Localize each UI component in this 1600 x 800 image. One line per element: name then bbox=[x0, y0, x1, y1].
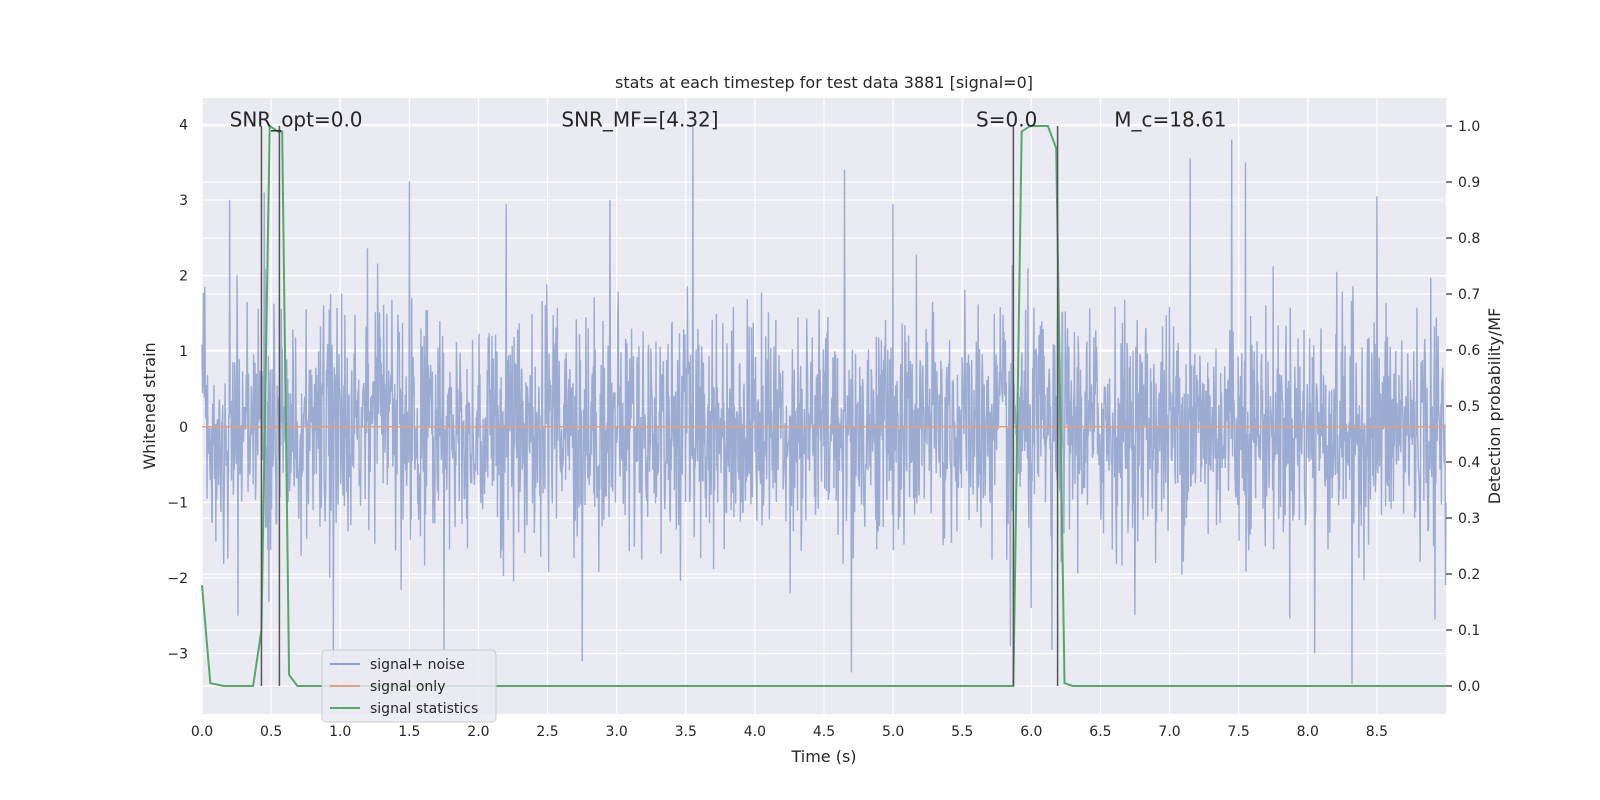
x-tick-label: 5.0 bbox=[882, 724, 904, 740]
legend-label: signal only bbox=[370, 679, 445, 695]
x-tick-label: 8.5 bbox=[1366, 724, 1388, 740]
x-tick-label: 3.5 bbox=[675, 724, 697, 740]
signal-noise-line bbox=[201, 124, 1447, 684]
x-tick-label: 6.0 bbox=[1020, 724, 1042, 740]
annotation-text: M_c=18.61 bbox=[1114, 107, 1226, 131]
axes: 0.0 0.5 1.0 1.5 2.0 2.5 3.0 3.5 4.0 4.5 5.0 5.5 6.0 6… bbox=[167, 117, 1480, 740]
y-tick-label: 3 bbox=[179, 193, 188, 209]
x-tick-label: 7.0 bbox=[1158, 724, 1180, 740]
y2-tick-label: 0.6 bbox=[1458, 343, 1480, 359]
annotation-text: S=0.0 bbox=[976, 107, 1037, 131]
y-tick-label: −2 bbox=[167, 571, 188, 587]
legend-box bbox=[321, 649, 497, 723]
x-tick-label: 5.5 bbox=[951, 724, 973, 740]
y-tick-label: 2 bbox=[179, 269, 188, 285]
x-tick-label: 2.0 bbox=[467, 724, 489, 740]
annotation-text: SNR_MF=[4.32] bbox=[561, 107, 718, 131]
y2-tick-label: 0.4 bbox=[1458, 455, 1480, 471]
annotation-text: SNR_opt=0.0 bbox=[230, 107, 363, 131]
y2-axis-label: Detection probability/MF bbox=[1485, 308, 1504, 505]
vertical-markers bbox=[260, 126, 1059, 686]
x-tick-label: 7.5 bbox=[1228, 724, 1250, 740]
x-tick-label: 1.0 bbox=[329, 724, 351, 740]
x-axis-label: Time (s) bbox=[790, 747, 856, 766]
y2-tick-label: 0.1 bbox=[1458, 623, 1480, 639]
x-tick-label: 3.0 bbox=[606, 724, 628, 740]
x-tick-label: 4.5 bbox=[813, 724, 835, 740]
x-tick-label: 6.5 bbox=[1089, 724, 1111, 740]
y2-tick-label: 0.8 bbox=[1458, 231, 1480, 247]
y2-tick-label: 0.0 bbox=[1458, 679, 1480, 695]
legend-label: signal statistics bbox=[370, 701, 478, 717]
annotations: SNR_opt=0.0 SNR_MF=[4.32] S=0.0 M_c=18.61 bbox=[230, 107, 1227, 131]
x-tick-label: 0.0 bbox=[191, 724, 213, 740]
legend: signal+ noise signal only signal statistic… bbox=[321, 649, 497, 723]
x-tick-label: 8.0 bbox=[1297, 724, 1319, 740]
y2-tick-label: 0.3 bbox=[1458, 511, 1480, 527]
x-tick-label: 1.5 bbox=[398, 724, 420, 740]
y2-tick-label: 0.7 bbox=[1458, 287, 1480, 303]
x-tick-label: 2.5 bbox=[536, 724, 558, 740]
y2-tick-label: 0.9 bbox=[1458, 175, 1480, 191]
y2-tick-label: 0.2 bbox=[1458, 567, 1480, 583]
y-tick-label: 1 bbox=[179, 344, 188, 360]
y2-tick-label: 1.0 bbox=[1458, 119, 1480, 135]
y-tick-label: −3 bbox=[167, 647, 188, 663]
x-tick-label: 0.5 bbox=[260, 724, 282, 740]
y-axis-label: Whitened strain bbox=[140, 342, 159, 469]
legend-label: signal+ noise bbox=[370, 657, 465, 673]
y2-tick-label: 0.5 bbox=[1458, 399, 1480, 415]
x-tick-label: 4.0 bbox=[744, 724, 766, 740]
y-tick-label: 0 bbox=[179, 420, 188, 436]
y-tick-label: 4 bbox=[179, 117, 188, 133]
y-tick-label: −1 bbox=[167, 495, 188, 511]
chart-title: stats at each timestep for test data 388… bbox=[615, 73, 1033, 92]
